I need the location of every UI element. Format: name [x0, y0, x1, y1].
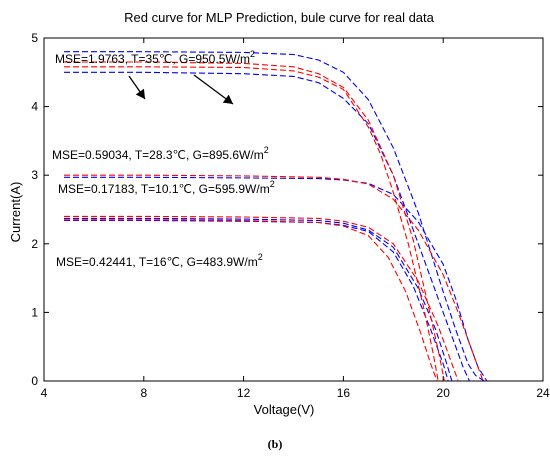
annotation-arrow-head: [222, 94, 233, 104]
mse-annotation: MSE=0.59034, T=28.3℃, G=895.6W/m2: [52, 145, 269, 162]
chart-title: Red curve for MLP Prediction, bule curve…: [124, 10, 435, 25]
real-data-curve: [64, 219, 449, 381]
mse-annotation: MSE=0.42441, T=16℃, G=483.9W/m2: [56, 252, 263, 269]
mlp-prediction-curve: [64, 66, 439, 381]
y-tick-label: 1: [31, 305, 38, 319]
x-axis-label: Voltage(V): [254, 402, 315, 417]
figure-caption: (b): [267, 437, 283, 451]
x-tick-label: 24: [536, 386, 550, 400]
x-tick-label: 4: [41, 386, 48, 400]
y-tick-label: 4: [31, 100, 38, 114]
mlp-prediction-curve: [64, 219, 438, 381]
x-tick-label: 20: [437, 386, 451, 400]
plot-frame: [43, 37, 544, 382]
real-data-curve: [64, 176, 488, 381]
y-tick-label: 2: [31, 237, 38, 251]
real-data-curve: [64, 217, 453, 381]
mse-annotation: MSE=0.17183, T=10.1℃, G=595.9W/m2: [58, 179, 275, 196]
y-tick-label: 5: [31, 31, 38, 45]
annotation-arrow-head: [135, 88, 145, 99]
mlp-prediction-curve: [64, 215, 459, 381]
mlp-prediction-curve: [64, 174, 484, 381]
y-tick-label: 0: [31, 374, 38, 388]
x-tick-label: 8: [140, 386, 147, 400]
real-data-curve: [64, 51, 485, 381]
y-axis-label: Current(A): [8, 182, 23, 243]
x-tick-label: 16: [337, 386, 351, 400]
mse-annotation: MSE=1.9763, T=35℃, G=950.5W/m2: [55, 49, 255, 66]
x-tick-label: 12: [237, 386, 251, 400]
real-data-curve: [64, 71, 470, 381]
mlp-prediction-curve: [64, 61, 445, 381]
y-tick-label: 3: [31, 168, 38, 182]
